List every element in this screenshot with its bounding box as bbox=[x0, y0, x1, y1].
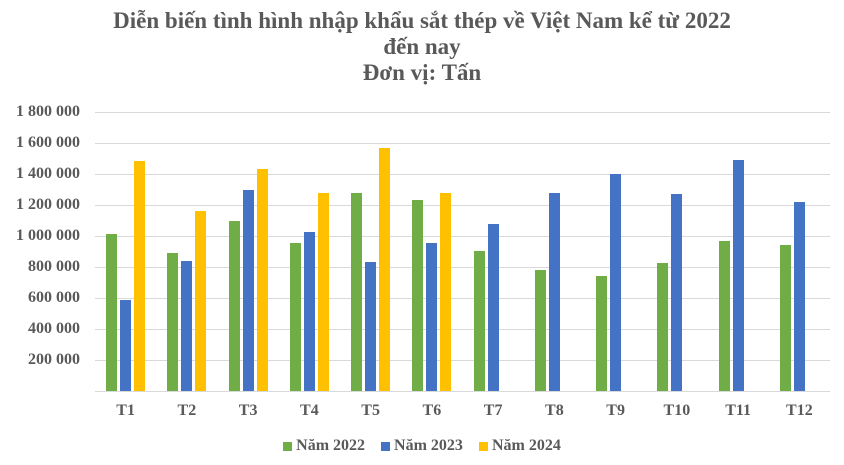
bar bbox=[596, 275, 608, 391]
bar bbox=[195, 210, 207, 391]
x-tick-label: T10 bbox=[663, 402, 691, 419]
x-axis-line bbox=[95, 391, 830, 392]
gridline bbox=[95, 112, 830, 113]
x-tick-label: T5 bbox=[361, 402, 380, 419]
chart-title-line-1: Diễn biến tình hình nhập khẩu sắt thép v… bbox=[113, 8, 731, 33]
bar bbox=[167, 253, 179, 391]
legend-item: Năm 2023 bbox=[381, 437, 463, 455]
bar bbox=[242, 189, 254, 391]
x-tick-label: T8 bbox=[545, 402, 564, 419]
bar bbox=[779, 244, 791, 391]
y-tick-label: 800 000 bbox=[28, 258, 80, 275]
x-tick-label: T2 bbox=[177, 402, 197, 419]
bar bbox=[610, 173, 622, 391]
bar bbox=[548, 192, 560, 391]
bar bbox=[351, 192, 363, 391]
x-tick-label: T12 bbox=[786, 402, 813, 419]
bar bbox=[106, 234, 118, 391]
gridline bbox=[95, 329, 830, 330]
x-tick-label: T11 bbox=[725, 402, 752, 419]
chart-title: Diễn biến tình hình nhập khẩu sắt thép v… bbox=[0, 8, 844, 86]
bar bbox=[379, 147, 391, 391]
bar bbox=[732, 159, 744, 391]
gridline bbox=[95, 267, 830, 268]
legend-swatch-icon bbox=[478, 441, 488, 451]
x-tick-label: T6 bbox=[422, 402, 442, 419]
gridline bbox=[95, 143, 830, 144]
legend-swatch-icon bbox=[283, 441, 293, 451]
bar bbox=[671, 193, 683, 391]
bar bbox=[487, 223, 499, 391]
bar bbox=[440, 192, 452, 391]
x-tick-label: T9 bbox=[606, 402, 625, 419]
gridline bbox=[95, 205, 830, 206]
x-tick-label: T1 bbox=[116, 402, 135, 419]
bar bbox=[473, 250, 485, 391]
y-tick-label: 1 600 000 bbox=[16, 134, 80, 151]
chart-subtitle: Đơn vị: Tấn bbox=[362, 60, 482, 85]
gridline bbox=[95, 298, 830, 299]
bar bbox=[289, 242, 301, 391]
bar bbox=[317, 192, 329, 391]
legend-label: Năm 2022 bbox=[296, 437, 366, 454]
legend: Năm 2022 Năm 2023 Năm 2024 bbox=[0, 437, 844, 455]
legend-swatch-icon bbox=[381, 441, 391, 451]
y-tick-label: 1 200 000 bbox=[16, 196, 80, 213]
bar bbox=[426, 242, 438, 391]
gridline bbox=[95, 174, 830, 175]
chart-title-line-2: đến nay bbox=[383, 34, 461, 59]
bar bbox=[365, 262, 377, 391]
gridline bbox=[95, 236, 830, 237]
y-tick-label: 1 400 000 bbox=[16, 165, 80, 182]
bar bbox=[256, 168, 268, 391]
bar bbox=[718, 240, 730, 391]
bar bbox=[181, 260, 193, 391]
plot-area bbox=[95, 112, 830, 392]
legend-label: Năm 2023 bbox=[394, 437, 463, 454]
gridline bbox=[95, 360, 830, 361]
y-tick-label: 200 000 bbox=[28, 351, 80, 368]
x-tick-label: T4 bbox=[300, 402, 319, 419]
bar bbox=[228, 220, 240, 391]
y-tick-label: 600 000 bbox=[28, 289, 80, 306]
bar bbox=[534, 269, 546, 391]
bar bbox=[303, 231, 315, 391]
y-tick-label: 1 800 000 bbox=[16, 103, 80, 120]
bar bbox=[120, 300, 132, 391]
bar bbox=[657, 262, 669, 391]
bar bbox=[793, 201, 805, 391]
bar bbox=[412, 199, 424, 391]
legend-label: Năm 2024 bbox=[491, 437, 561, 454]
legend-item: Năm 2022 bbox=[283, 437, 365, 455]
x-tick-label: T3 bbox=[238, 402, 258, 419]
y-tick-label: 1 000 000 bbox=[16, 227, 80, 244]
x-tick-label: T7 bbox=[483, 402, 503, 419]
bar bbox=[134, 160, 146, 391]
y-tick-label: 400 000 bbox=[28, 320, 80, 337]
legend-item: Năm 2024 bbox=[478, 437, 561, 455]
